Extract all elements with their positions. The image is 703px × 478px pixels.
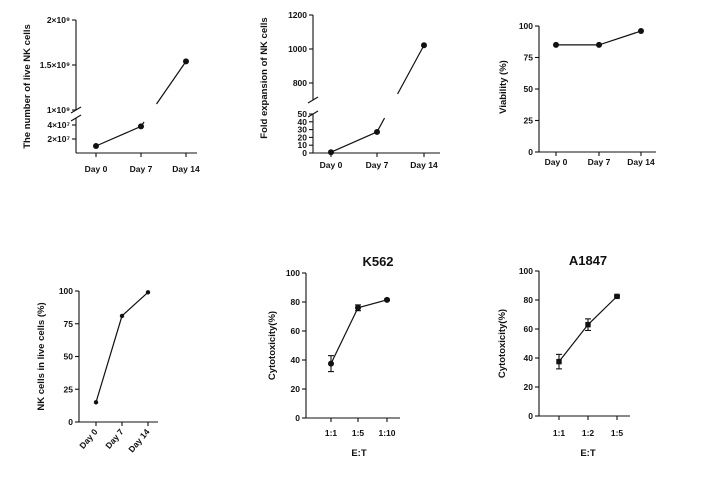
chart-a-data-point <box>138 123 144 130</box>
chart-f-y-tick-label: 0 <box>528 411 533 421</box>
chart-d-x-tick-label: Day 14 <box>126 427 151 455</box>
chart-d-y-tick-label: 50 <box>64 352 74 362</box>
chart-d-y-tick-label: 75 <box>64 319 74 329</box>
chart-d-data-point <box>119 313 125 319</box>
chart-e-y-tick-label: 40 <box>291 355 301 365</box>
chart-a-series-line <box>95 125 142 147</box>
chart-e-x-tick-label: 1:5 <box>352 428 365 438</box>
chart-b-y-tick-label: 1200 <box>288 10 307 20</box>
chart-a-y-tick-label: 2×10⁹ <box>47 15 70 25</box>
chart-f-data-point <box>585 321 591 328</box>
chart-c-y-tick-label: 25 <box>524 116 534 126</box>
chart-c-y-tick-label: 75 <box>524 53 534 63</box>
chart-b-y-tick-label: 800 <box>293 78 307 88</box>
chart-f-x-tick-label: 1:1 <box>553 428 566 438</box>
chart-c-x-tick-label: Day 0 <box>545 157 568 167</box>
chart-c-y-tick-label: 100 <box>519 21 533 31</box>
chart-d-y-axis-label: NK cells in live cells (%) <box>36 302 47 410</box>
chart-a-data-point <box>93 143 99 149</box>
chart-d-data-point <box>145 290 151 295</box>
chart-e-x-tick-label: 1:1 <box>325 428 338 438</box>
chart-e-data-point <box>355 304 361 311</box>
chart-f-y-axis-label: Cytotoxicity(%) <box>497 309 508 378</box>
chart-b-x-tick-label: Day 7 <box>366 160 389 170</box>
chart-f-x-tick-label: 1:2 <box>582 428 595 438</box>
chart-e-y-tick-label: 60 <box>291 326 301 336</box>
chart-a-series-line <box>156 61 187 105</box>
chart-b-data-point <box>328 149 334 156</box>
chart-a-x-tick-label: Day 0 <box>85 164 108 174</box>
chart-d-series-line <box>95 291 149 403</box>
chart-b-y-tick-label: 30 <box>298 125 308 135</box>
chart-c-data-point <box>596 41 602 48</box>
chart-e-y-tick-label: 0 <box>295 413 300 423</box>
chart-f-title: A1847 <box>569 253 607 268</box>
chart-e-data-point <box>384 296 390 303</box>
chart-e-y-axis-label: Cytotoxicity(%) <box>267 311 278 380</box>
chart-d-y-tick-label: 0 <box>68 417 73 427</box>
chart-b-y-tick-label: 0 <box>302 148 307 158</box>
chart-b-y-tick-label: 50 <box>298 109 308 119</box>
chart-d-y-tick-label: 100 <box>59 286 73 296</box>
chart-b-x-tick-label: Day 14 <box>410 160 438 170</box>
chart-f-x-tick-label: 1:5 <box>611 428 624 438</box>
chart-f-y-tick-label: 80 <box>524 295 534 305</box>
chart-a-x-tick-label: Day 14 <box>172 164 200 174</box>
chart-e-x-axis-label: E:T <box>351 448 367 459</box>
chart-b-y-tick-label: 10 <box>298 140 308 150</box>
chart-f-data-point <box>614 293 620 300</box>
chart-b-y-tick-label: 20 <box>298 132 308 142</box>
chart-a-y-tick-label: 1.5×10⁹ <box>40 60 70 70</box>
chart-e-y-tick-label: 100 <box>286 268 300 278</box>
chart-c-data-point <box>553 41 559 48</box>
chart-d-y-tick-label: 25 <box>64 384 74 394</box>
chart-f-y-tick-label: 100 <box>519 266 533 276</box>
chart-b-x-tick-label: Day 0 <box>320 160 343 170</box>
chart-b-series-line <box>330 131 378 153</box>
chart-c-data-point <box>638 28 644 35</box>
chart-e-x-tick-label: 1:10 <box>378 428 395 438</box>
chart-f-x-axis-label: E:T <box>580 448 596 459</box>
chart-e-y-tick-label: 80 <box>291 297 301 307</box>
chart-b-y-tick-label: 40 <box>298 117 308 127</box>
chart-b-y-tick-label: 1000 <box>288 44 307 54</box>
chart-c-y-tick-label: 0 <box>528 147 533 157</box>
chart-e-data-point <box>328 360 334 367</box>
chart-b-data-point <box>374 128 380 135</box>
chart-b-y-axis-label: Fold expansion of NK cells <box>259 17 270 138</box>
chart-a-y-tick-label: 2×10⁷ <box>47 134 70 144</box>
chart-a-y-tick-label: 4×10⁷ <box>47 120 70 130</box>
chart-f-y-tick-label: 60 <box>524 324 534 334</box>
chart-f-data-point <box>556 358 562 365</box>
chart-e-title: K562 <box>362 254 393 269</box>
chart-c-x-tick-label: Day 7 <box>588 157 611 167</box>
chart-a-y-tick-label: 1×10⁹ <box>47 105 70 115</box>
chart-a-axis-break-mark <box>70 114 82 122</box>
chart-d-x-tick-label: Day 7 <box>103 427 125 451</box>
chart-c-y-axis-label: Viability (%) <box>498 60 509 114</box>
chart-d-data-point <box>93 400 99 405</box>
chart-d-x-tick-label: Day 0 <box>77 427 99 451</box>
chart-e-y-tick-label: 20 <box>291 384 301 394</box>
chart-b-axis-break-mark <box>307 96 319 104</box>
chart-b-series-line <box>397 44 425 95</box>
chart-b-data-point <box>421 42 427 49</box>
chart-f-y-tick-label: 20 <box>524 382 534 392</box>
chart-a-x-tick-label: Day 7 <box>130 164 153 174</box>
chart-c-y-tick-label: 50 <box>524 84 534 94</box>
chart-a-y-axis-label: The number of live NK cells <box>22 24 33 149</box>
chart-a-data-point <box>183 58 189 65</box>
chart-f-y-tick-label: 40 <box>524 353 534 363</box>
chart-c-x-tick-label: Day 14 <box>627 157 655 167</box>
